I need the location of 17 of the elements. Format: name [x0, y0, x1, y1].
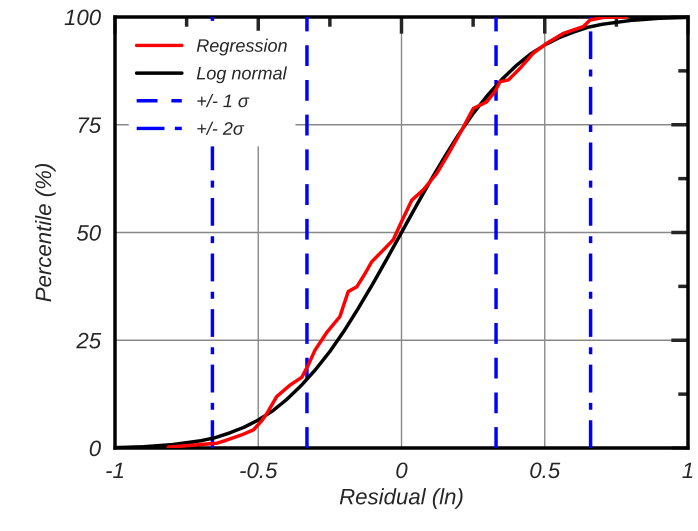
legend-label: +/- 2σ	[197, 122, 244, 135]
x-tick-label: 0.5	[530, 462, 560, 478]
y-tick-label: 0	[90, 440, 101, 456]
y-tick-label: 25	[76, 332, 102, 349]
legend-label: +/- 1 σ	[197, 94, 250, 108]
legend-label: Log normal	[196, 66, 287, 84]
y-tick-label: 100	[64, 10, 101, 26]
legend-label: Regression	[196, 38, 287, 56]
x-tick-label: 0	[396, 462, 408, 478]
line-series	[166, 17, 628, 448]
x-tick-label: -1	[106, 462, 124, 478]
x-tick-label: 1	[682, 462, 692, 478]
y-tick-label: 50	[76, 225, 101, 241]
y-tick-label: 75	[78, 118, 102, 134]
x-tick-label: -0.5	[240, 462, 278, 478]
x-axis-title: Residual (ln)	[340, 488, 463, 509]
y-axis-title: Percentile (%)	[34, 164, 56, 302]
